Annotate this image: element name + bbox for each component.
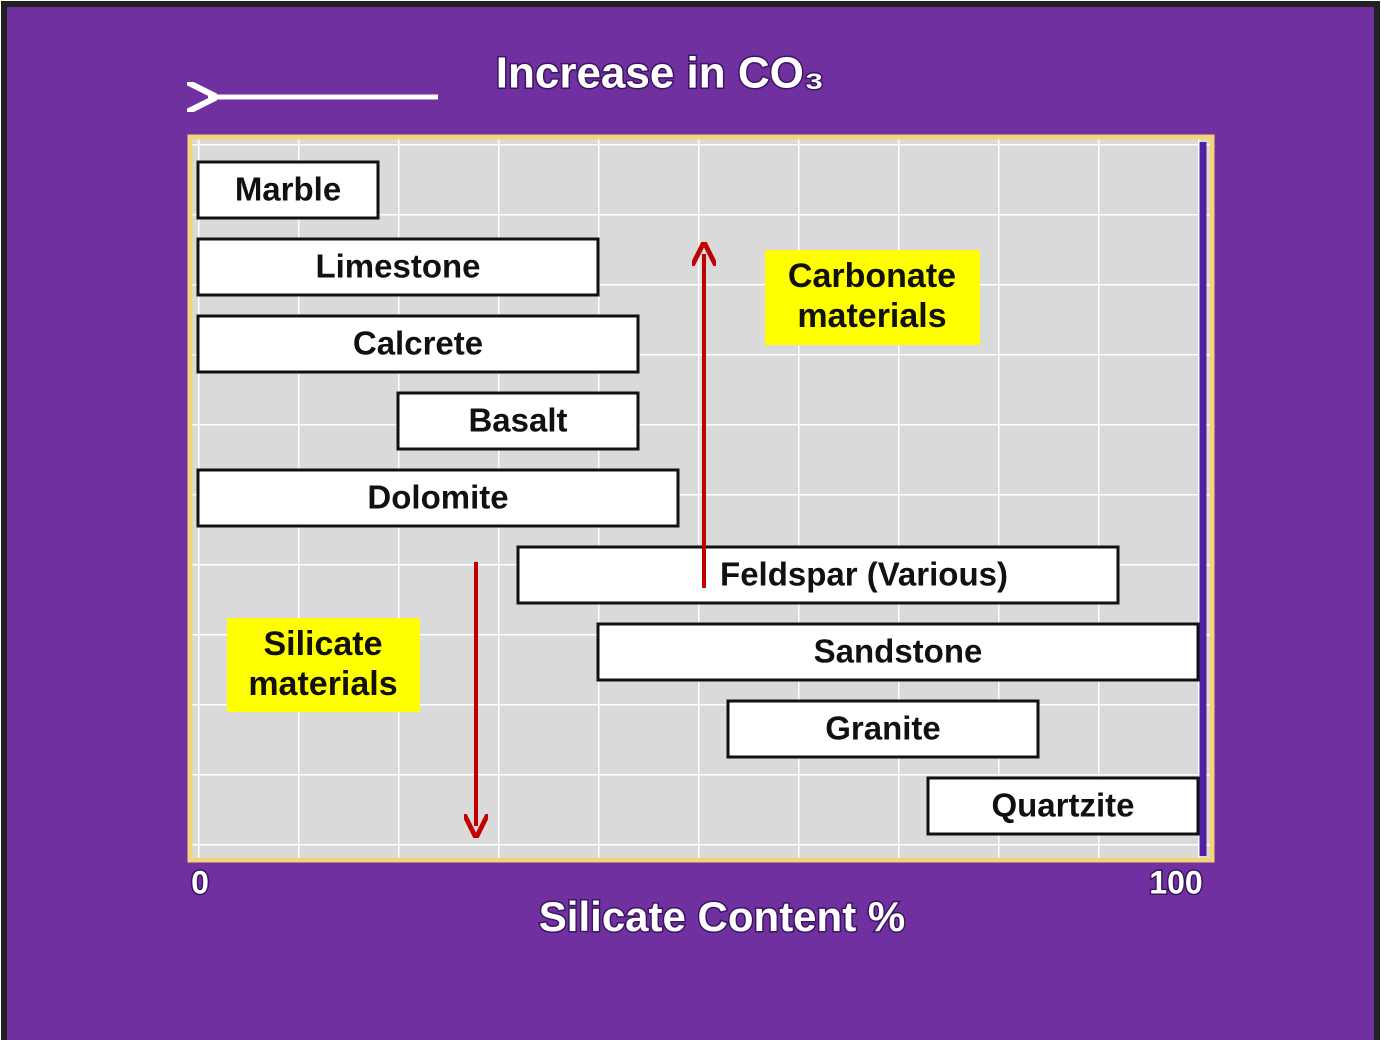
- x-tick-label: 100: [1149, 864, 1202, 900]
- bar: [196, 314, 640, 374]
- annotation: Carbonate: [788, 257, 956, 295]
- bar: [926, 776, 1200, 836]
- bar-label: Basalt: [468, 402, 567, 439]
- annotation-box: [765, 250, 980, 345]
- bar-label: Marble: [235, 171, 341, 208]
- annotation-box: [227, 618, 420, 712]
- bar: [396, 391, 640, 451]
- bar-label: Dolomite: [367, 479, 508, 516]
- bar-label: Calcrete: [353, 325, 483, 362]
- bar: [596, 622, 1200, 682]
- bar-label: Quartzite: [991, 787, 1134, 824]
- annotation: Silicate: [263, 625, 382, 663]
- x-tick-label: 0: [191, 864, 209, 900]
- chart-title: Increase in CO₃: [496, 49, 824, 98]
- bar-label: Granite: [825, 710, 941, 747]
- bar: [196, 160, 380, 220]
- bar: [196, 237, 600, 297]
- bar: [516, 545, 1120, 605]
- annotation: materials: [248, 665, 397, 703]
- bar-label: Limestone: [315, 248, 480, 285]
- x-axis-label: Silicate Content %: [539, 893, 905, 940]
- bar: [196, 468, 680, 528]
- bar: [726, 699, 1040, 759]
- bar-label: Sandstone: [814, 633, 983, 670]
- annotation: materials: [797, 297, 946, 335]
- bar-label: Feldspar (Various): [720, 556, 1008, 593]
